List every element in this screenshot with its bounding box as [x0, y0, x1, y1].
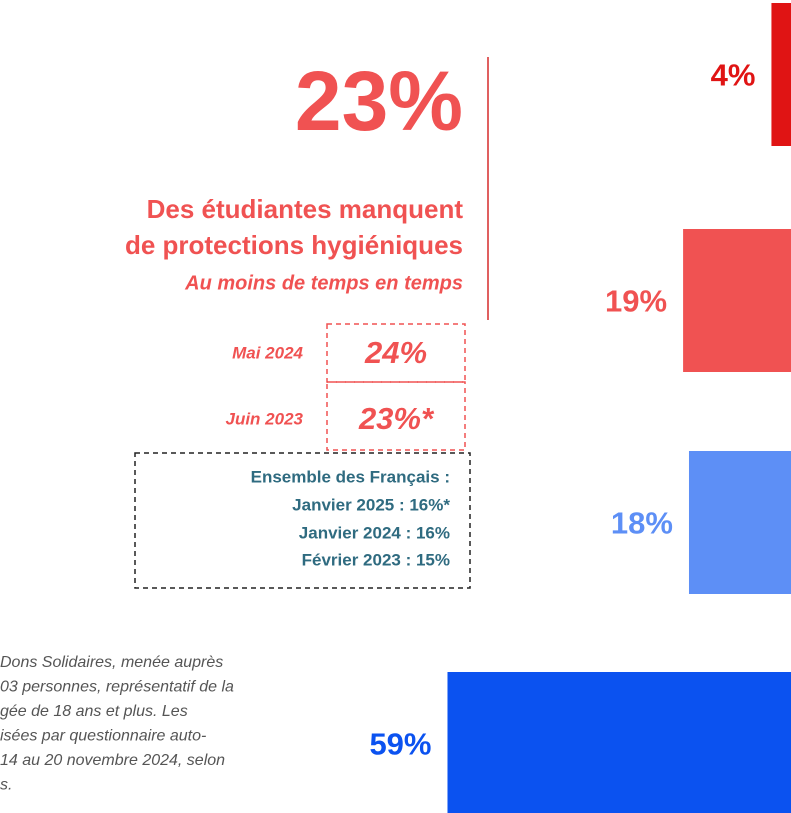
- title-line: de protections hygiéniques: [125, 230, 463, 260]
- footnote-line: 03 personnes, représentatif de la: [0, 679, 234, 696]
- france-line: Février 2023 : 15%: [302, 550, 450, 569]
- title-line: Des étudiantes manquent: [147, 194, 464, 224]
- history-box: [326, 381, 466, 451]
- history-label: Mai 2024: [232, 343, 303, 362]
- footnote-line: gée de 18 ans et plus. Les: [0, 703, 188, 720]
- bar: [447, 672, 791, 813]
- value-label: 4%: [711, 58, 756, 93]
- france-line: Janvier 2024 : 16%: [299, 523, 450, 542]
- history-label: Juin 2023: [226, 409, 304, 428]
- france-line: Janvier 2025 : 16%*: [292, 495, 450, 514]
- subtitle: Au moins de temps en temps: [184, 272, 463, 294]
- value-label: 59%: [369, 727, 431, 762]
- history-value: 23%*: [358, 401, 435, 436]
- bar: [771, 3, 791, 146]
- bar: [688, 451, 791, 594]
- history-box: [326, 323, 466, 383]
- value-label: 18%: [611, 506, 673, 541]
- france-line: Ensemble des Français :: [251, 467, 450, 486]
- bar: [683, 229, 791, 372]
- value-label: 19%: [605, 284, 667, 319]
- footnote-line: 14 au 20 novembre 2024, selon: [0, 752, 225, 769]
- footnote-line: Dons Solidaires, menée auprès: [0, 654, 223, 671]
- headline: 23%: [295, 54, 463, 148]
- footnote-line: isées par questionnaire auto-: [0, 728, 206, 745]
- footnote-line: s.: [0, 777, 12, 794]
- history-value: 24%: [364, 335, 427, 370]
